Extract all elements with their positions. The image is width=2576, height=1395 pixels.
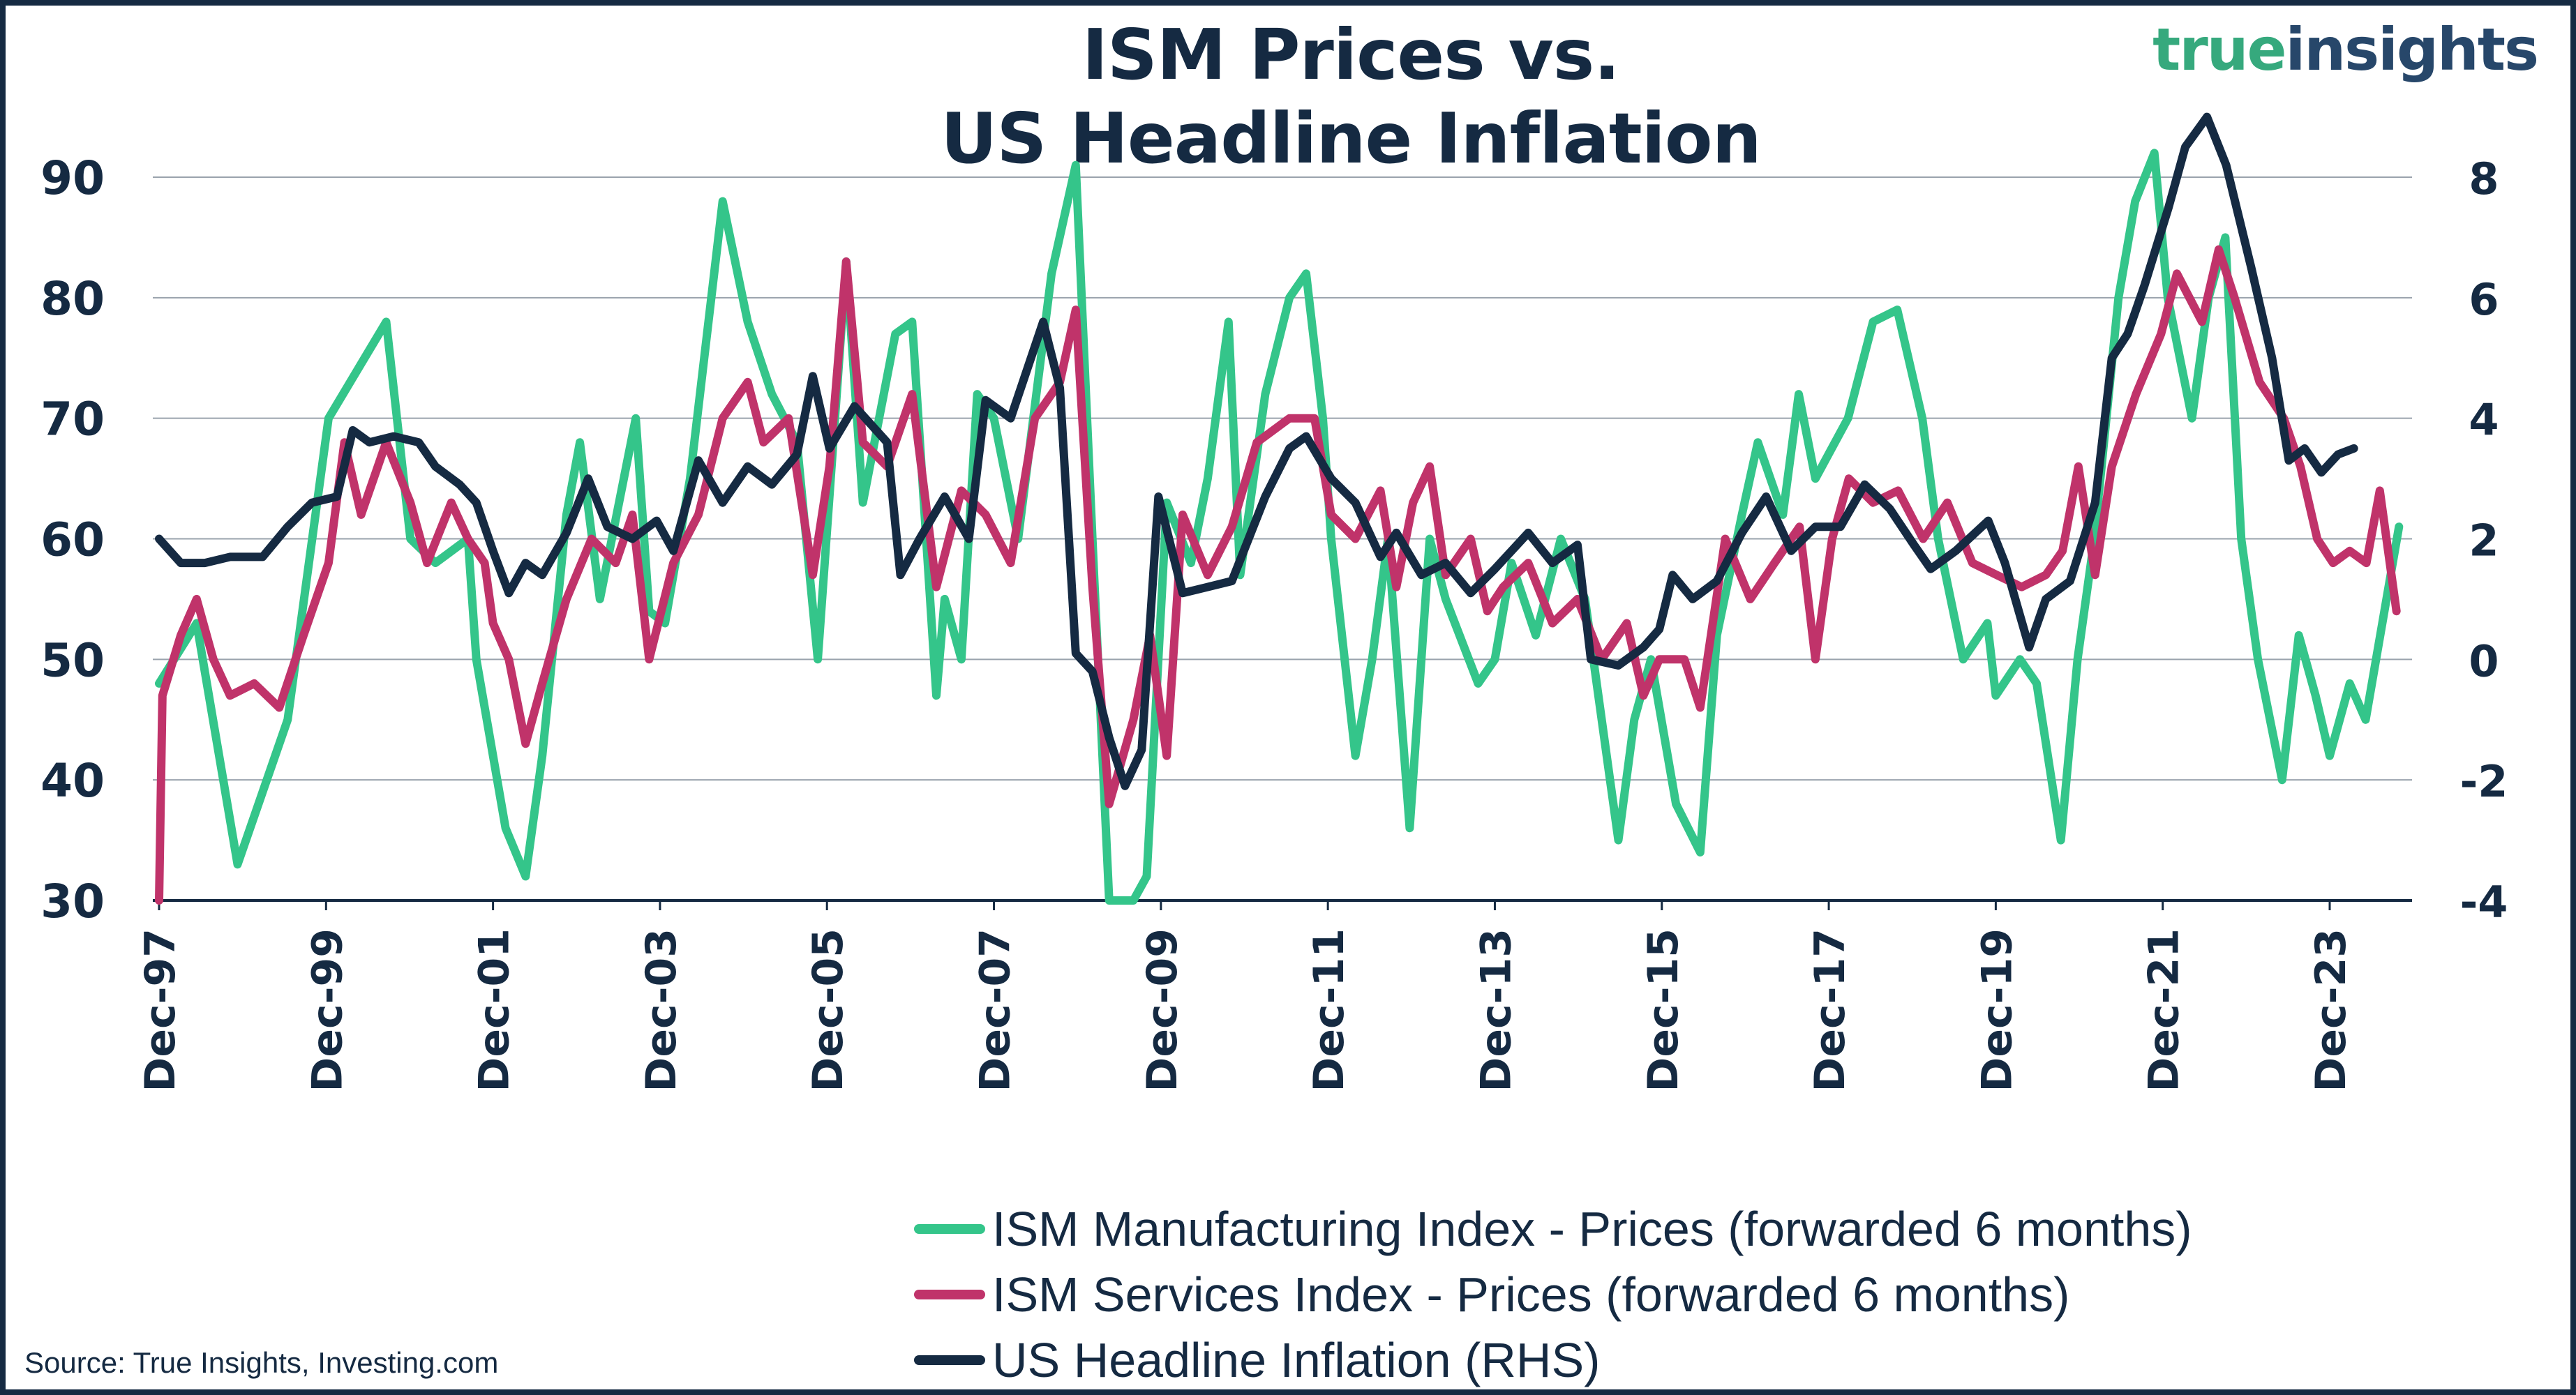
source-note: Source: True Insights, Investing.com [24, 1346, 499, 1379]
legend-swatch-inflation [914, 1355, 985, 1365]
chart-title-line-1: ISM Prices vs. [1081, 14, 1621, 96]
x-tick-label: Dec-03 [637, 928, 686, 1092]
legend-item-inflation: US Headline Inflation (RHS) [914, 1327, 2192, 1393]
x-tick-label: Dec-21 [2140, 928, 2189, 1092]
y-left-tick-label: 90 [40, 151, 105, 205]
y-right-tick-label: 0 [2469, 635, 2499, 686]
x-tick-label: Dec-99 [303, 928, 352, 1092]
series-line-ism-services [155, 245, 2401, 905]
y-left-tick-label: 70 [40, 393, 105, 446]
y-right-tick-label: -2 [2460, 756, 2508, 807]
x-tick-label: Dec-05 [804, 928, 853, 1092]
legend-swatch-services [914, 1290, 985, 1299]
x-tick-label: Dec-19 [1972, 928, 2021, 1092]
y-left-tick-label: 80 [40, 272, 105, 326]
logo-word-true: true [2152, 15, 2286, 84]
x-tick-label: Dec-13 [1472, 928, 1520, 1092]
series-line-us-inflation [155, 112, 2358, 790]
legend-item-manufacturing: ISM Manufacturing Index - Prices (forwar… [914, 1196, 2192, 1262]
x-tick-label: Dec-97 [136, 928, 185, 1092]
y-right-tick-label: 2 [2469, 515, 2499, 566]
legend-label-services: ISM Services Index - Prices (forwarded 6… [992, 1267, 2070, 1322]
y-left-tick-label: 30 [40, 875, 105, 928]
legend-label-manufacturing: ISM Manufacturing Index - Prices (forwar… [992, 1202, 2192, 1256]
y-right-tick-label: 4 [2469, 395, 2499, 446]
y-right-tick-label: 6 [2469, 274, 2499, 325]
y-left-tick-label: 50 [40, 633, 105, 687]
chart-legend: ISM Manufacturing Index - Prices (forwar… [914, 1196, 2192, 1393]
x-tick-label: Dec-23 [2307, 928, 2356, 1092]
true-insights-logo: trueinsights [2152, 15, 2539, 84]
x-tick-label: Dec-17 [1806, 928, 1855, 1092]
legend-swatch-manufacturing [914, 1224, 985, 1234]
x-tick-label: Dec-11 [1305, 928, 1354, 1092]
x-tick-label: Dec-15 [1639, 928, 1688, 1092]
x-tick-label: Dec-07 [971, 928, 1020, 1092]
logo-word-insights: insights [2285, 15, 2539, 84]
y-right-tick-label: -4 [2460, 877, 2508, 928]
y-left-tick-label: 60 [40, 513, 105, 567]
x-tick-label: Dec-01 [470, 928, 519, 1092]
legend-item-services: ISM Services Index - Prices (forwarded 6… [914, 1262, 2192, 1327]
legend-label-inflation: US Headline Inflation (RHS) [992, 1333, 1601, 1387]
y-right-tick-label: 8 [2469, 153, 2499, 204]
y-left-tick-label: 40 [40, 754, 105, 808]
x-tick-label: Dec-09 [1138, 928, 1187, 1092]
